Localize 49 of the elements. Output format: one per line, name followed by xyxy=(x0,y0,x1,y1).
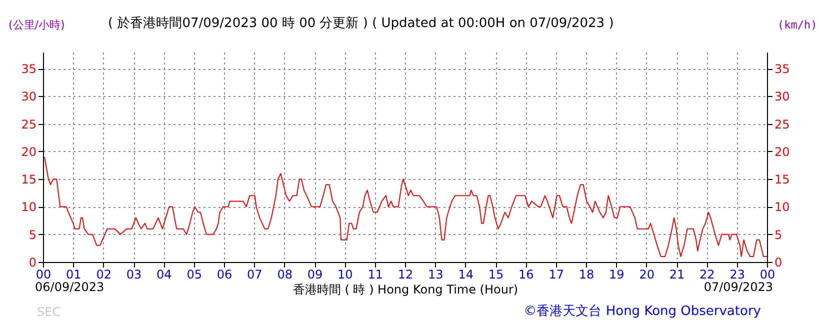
y-tick-label: 10 xyxy=(21,200,36,214)
y2-tick-label: 5 xyxy=(774,228,782,242)
x-tick-label: 20 xyxy=(639,268,654,282)
x-tick-label: 14 xyxy=(458,268,474,282)
y-tick-label: 5 xyxy=(28,228,36,242)
y2-tick-label: 15 xyxy=(774,172,790,187)
y2-tick-label: 10 xyxy=(774,200,790,214)
x-tick-label: 05 xyxy=(186,268,202,282)
x-tick-label: 11 xyxy=(368,268,383,282)
text: ©香港天文台 Hong Kong Observatory xyxy=(524,303,761,320)
y-tick-label: 15 xyxy=(21,172,36,187)
x-tick-label: 19 xyxy=(609,268,624,282)
y-tick-label: 25 xyxy=(21,117,36,132)
y-tick-label: 20 xyxy=(21,144,36,159)
x-tick-label: 10 xyxy=(338,268,353,282)
text: 07/09/2023 xyxy=(704,280,773,294)
x-tick-label: 01 xyxy=(66,268,82,282)
y2-tick-label: 25 xyxy=(774,117,790,132)
x-tick-label: 21 xyxy=(669,268,685,282)
x-tick-label: 17 xyxy=(548,268,564,282)
y2-axis-title: (km/h) xyxy=(778,18,818,32)
x-tick-label: 18 xyxy=(578,268,594,282)
chart-title: ( 於香港時間07/09/2023 00 時 00 分更新 ) ( Updated at 00:00H on 07/09/2023 ) xyxy=(108,15,614,32)
x-tick-label: 00 xyxy=(36,268,52,282)
x-tick-label: 23 xyxy=(730,268,745,282)
y-tick-label: 35 xyxy=(21,62,36,76)
line-series xyxy=(44,156,768,257)
x-tick-label: 02 xyxy=(96,268,112,282)
x-tick-label: 13 xyxy=(428,268,444,282)
x-tick-label: 03 xyxy=(126,268,142,282)
y-tick-label: 30 xyxy=(21,90,36,104)
x-axis-title: 香港時間 ( 時 ) Hong Kong Time (Hour) xyxy=(292,282,518,296)
y2-tick-label: 20 xyxy=(774,144,790,159)
y2-tick-label: 35 xyxy=(774,62,790,76)
x-tick-label: 16 xyxy=(518,268,534,282)
x-tick-label: 09 xyxy=(307,268,323,282)
x-tick-label: 15 xyxy=(488,268,504,282)
x-tick-label: 00 xyxy=(760,268,776,282)
y-tick-label: 0 xyxy=(28,256,36,270)
y2-tick-label: 30 xyxy=(774,90,790,104)
x-tick-label: 22 xyxy=(700,268,715,282)
x-tick-label: 07 xyxy=(247,268,262,282)
x-tick-label: 12 xyxy=(398,268,414,282)
x-tick-label: 06 xyxy=(216,268,232,282)
x-tick-label: 04 xyxy=(156,268,172,282)
x-tick-label: 08 xyxy=(277,268,292,282)
y-axis-title: (公里/小時) xyxy=(8,18,65,32)
text: 06/09/2023 xyxy=(35,280,104,294)
y2-tick-label: 0 xyxy=(774,256,782,270)
